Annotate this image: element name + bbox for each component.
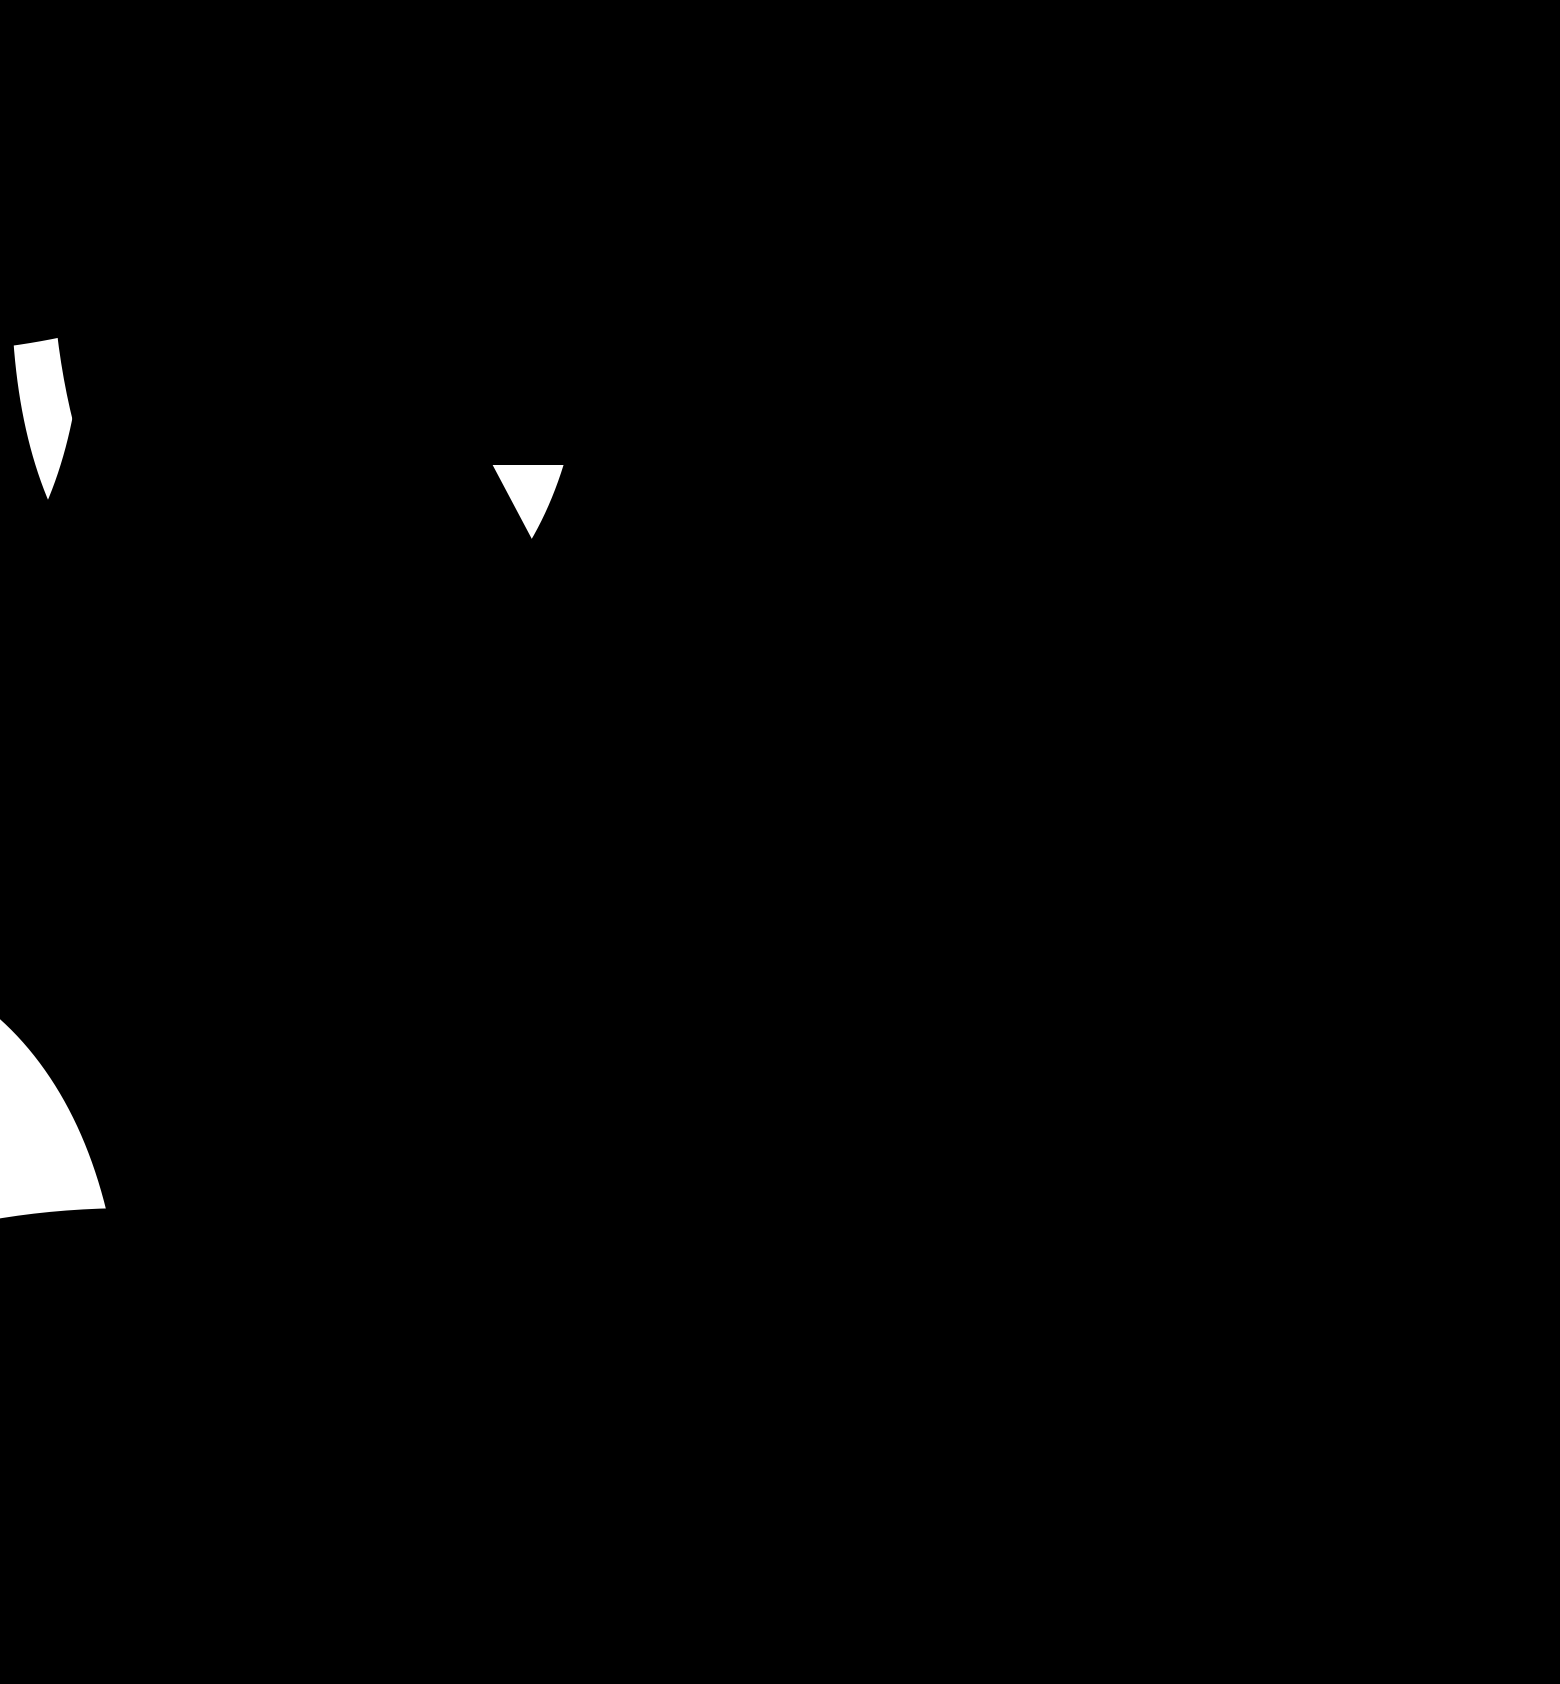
Text: Таурохолевая кислота: Таурохолевая кислота [267,1411,666,1442]
Text: OH: OH [0,0,1560,689]
Text: H$_3$N$^+$-CH$_2$-CH$_2$-SO$_3$$^-$: H$_3$N$^+$-CH$_2$-CH$_2$-SO$_3$$^-$ [243,923,534,955]
Text: OH: OH [0,1197,1560,1684]
Text: O: O [197,0,1560,610]
Text: OH: OH [0,1197,1560,1684]
Text: Холевая кислота: Холевая кислота [608,226,991,263]
Text: Глицин: Глицин [1050,992,1168,1021]
Text: HO: HO [0,1180,811,1684]
Text: —COO⁻: —COO⁻ [1187,399,1560,1684]
FancyArrowPatch shape [738,318,760,347]
Text: Холил-КоА: Холил-КоА [616,802,827,835]
Text: CH₃: CH₃ [0,0,1560,1162]
Text: H: H [108,539,1236,1684]
Text: HO: HO [0,1180,307,1684]
Text: CH₃: CH₃ [0,0,1560,1162]
Text: HO: HO [0,670,566,1684]
Text: OH: OH [0,0,1560,1196]
FancyBboxPatch shape [1159,1148,1257,1204]
Text: H: H [612,539,1560,1684]
FancyBboxPatch shape [231,908,548,972]
Text: АТФ: АТФ [761,293,835,323]
Text: N: N [6,404,1338,1684]
FancyBboxPatch shape [655,1148,780,1204]
Text: C: C [301,660,1560,1684]
Text: N: N [510,404,1560,1684]
Text: CH₃: CH₃ [0,0,1560,1159]
Text: C: C [568,1177,1560,1684]
FancyBboxPatch shape [967,908,1253,972]
Text: АМФ+PPi: АМФ+PPi [741,448,878,477]
Text: CH₃: CH₃ [0,0,1560,650]
Text: HS-КоА: HS-КоА [761,355,875,384]
Text: C-SKoA: C-SKoA [978,660,1560,1684]
Text: Гликохолевая кислота: Гликохолевая кислота [763,1411,1162,1442]
Text: H$_3$N$^+$-CH$_2$-COO$^-$: H$_3$N$^+$-CH$_2$-COO$^-$ [991,923,1228,955]
Text: —SO₃⁻: —SO₃⁻ [683,399,1560,1684]
Text: CH₃: CH₃ [0,0,1560,1159]
Text: OH: OH [0,689,1560,1684]
Text: Таурин: Таурин [332,992,446,1021]
FancyArrowPatch shape [738,381,760,411]
Text: O: O [0,0,1324,1140]
Text: OH: OH [0,0,1560,1196]
Text: O: O [476,0,1560,1140]
Text: C: C [64,1177,1232,1684]
Text: CH₃: CH₃ [0,0,1560,647]
